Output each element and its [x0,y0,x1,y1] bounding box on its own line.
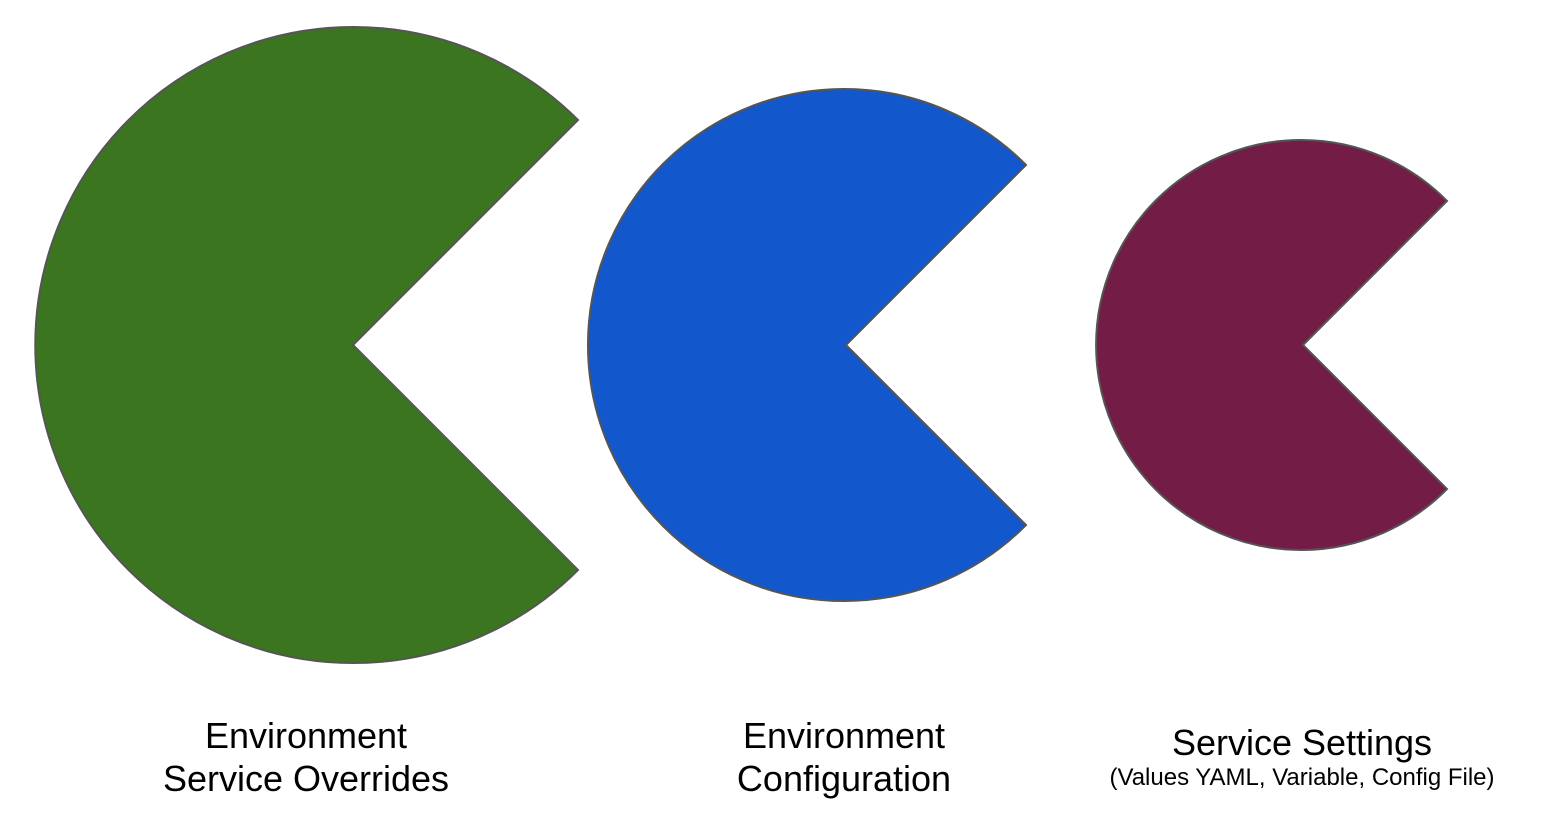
label-subline: (Values YAML, Variable, Config File) [1109,764,1495,792]
label-line: Service Overrides [162,758,450,800]
environment-configuration-label: Environment Configuration [644,714,1044,800]
environment-service-overrides-shape [34,26,580,664]
label-line: Configuration [736,758,952,800]
environment-service-overrides-label: Environment Service Overrides [106,714,506,800]
label-line: Environment [204,715,408,756]
label-line: Environment [742,715,946,756]
label-line: Service Settings [1171,722,1433,763]
service-settings-label: Service Settings (Values YAML, Variable,… [1052,721,1550,793]
service-settings-shape [1095,139,1449,551]
environment-configuration-shape [587,88,1028,602]
